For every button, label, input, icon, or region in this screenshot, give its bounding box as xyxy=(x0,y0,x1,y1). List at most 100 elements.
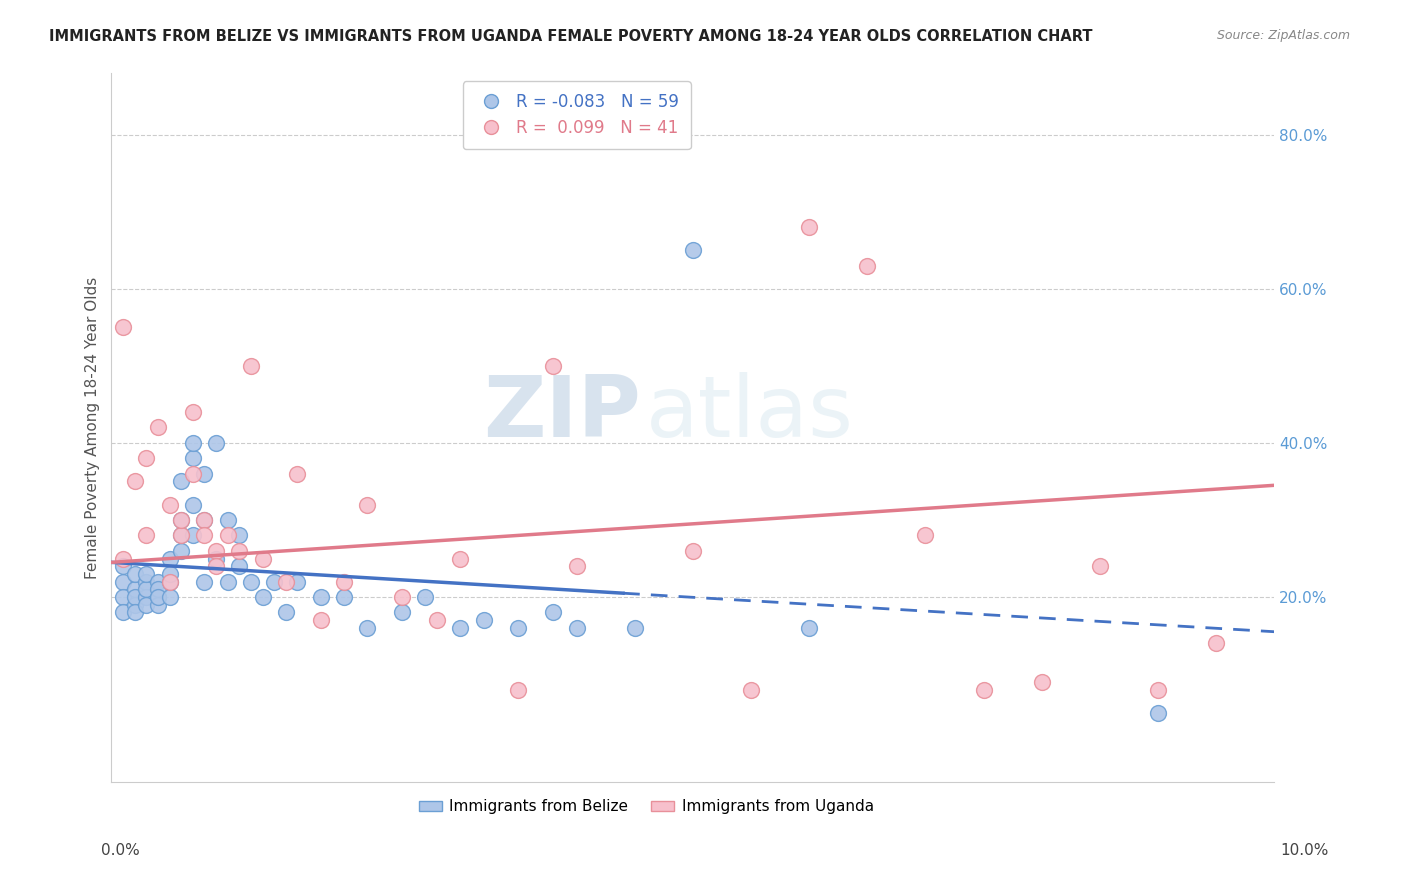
Point xyxy=(449,551,471,566)
Point xyxy=(112,606,135,620)
Text: Source: ZipAtlas.com: Source: ZipAtlas.com xyxy=(1216,29,1350,42)
Legend: Immigrants from Belize, Immigrants from Uganda: Immigrants from Belize, Immigrants from … xyxy=(413,793,880,821)
Point xyxy=(135,528,157,542)
Point xyxy=(193,467,215,481)
Point xyxy=(252,590,274,604)
Point xyxy=(146,590,169,604)
Point xyxy=(356,621,378,635)
Point xyxy=(146,598,169,612)
Point xyxy=(914,528,936,542)
Point xyxy=(1147,682,1170,697)
Point xyxy=(1147,706,1170,720)
Point xyxy=(181,498,204,512)
Point xyxy=(565,621,588,635)
Point xyxy=(217,513,239,527)
Point xyxy=(239,359,262,373)
Point xyxy=(193,574,215,589)
Point xyxy=(274,606,297,620)
Point xyxy=(112,574,135,589)
Point xyxy=(181,436,204,450)
Point xyxy=(170,543,193,558)
Point xyxy=(124,590,146,604)
Point xyxy=(159,590,181,604)
Point xyxy=(217,528,239,542)
Point xyxy=(124,582,146,597)
Point xyxy=(159,574,181,589)
Point xyxy=(973,682,995,697)
Point xyxy=(170,513,193,527)
Point xyxy=(193,528,215,542)
Point xyxy=(193,513,215,527)
Point xyxy=(682,543,704,558)
Point xyxy=(472,613,495,627)
Text: 10.0%: 10.0% xyxy=(1281,843,1329,857)
Point xyxy=(205,543,228,558)
Point xyxy=(508,621,530,635)
Point xyxy=(415,590,437,604)
Point xyxy=(135,574,157,589)
Point xyxy=(112,590,135,604)
Point xyxy=(170,528,193,542)
Point xyxy=(1031,674,1053,689)
Point xyxy=(205,436,228,450)
Point xyxy=(124,475,146,489)
Point xyxy=(135,566,157,581)
Point xyxy=(146,420,169,434)
Point xyxy=(135,590,157,604)
Point xyxy=(391,590,413,604)
Point xyxy=(228,559,250,574)
Point xyxy=(112,551,135,566)
Point xyxy=(135,451,157,466)
Point xyxy=(112,559,135,574)
Point xyxy=(356,498,378,512)
Point xyxy=(391,606,413,620)
Point xyxy=(170,513,193,527)
Point xyxy=(181,528,204,542)
Point xyxy=(623,621,645,635)
Point xyxy=(159,498,181,512)
Point xyxy=(309,590,332,604)
Point xyxy=(124,566,146,581)
Text: ZIP: ZIP xyxy=(482,372,641,455)
Point xyxy=(543,359,565,373)
Point xyxy=(274,574,297,589)
Point xyxy=(333,590,356,604)
Point xyxy=(252,551,274,566)
Point xyxy=(159,566,181,581)
Point xyxy=(146,582,169,597)
Point xyxy=(426,613,449,627)
Point xyxy=(449,621,471,635)
Point xyxy=(146,574,169,589)
Point xyxy=(856,259,879,273)
Point xyxy=(287,574,309,589)
Point xyxy=(193,513,215,527)
Point xyxy=(159,574,181,589)
Point xyxy=(181,405,204,419)
Point xyxy=(124,598,146,612)
Point xyxy=(146,590,169,604)
Point xyxy=(287,467,309,481)
Point xyxy=(263,574,285,589)
Point xyxy=(112,320,135,334)
Point xyxy=(205,551,228,566)
Y-axis label: Female Poverty Among 18-24 Year Olds: Female Poverty Among 18-24 Year Olds xyxy=(86,277,100,579)
Point xyxy=(170,528,193,542)
Point xyxy=(799,621,821,635)
Point xyxy=(1205,636,1227,650)
Point xyxy=(170,475,193,489)
Point xyxy=(309,613,332,627)
Point xyxy=(228,543,250,558)
Point xyxy=(682,244,704,258)
Point xyxy=(333,574,356,589)
Point xyxy=(239,574,262,589)
Point xyxy=(181,451,204,466)
Point xyxy=(740,682,762,697)
Point xyxy=(217,574,239,589)
Point xyxy=(1088,559,1111,574)
Point xyxy=(799,220,821,235)
Text: 0.0%: 0.0% xyxy=(101,843,141,857)
Text: IMMIGRANTS FROM BELIZE VS IMMIGRANTS FROM UGANDA FEMALE POVERTY AMONG 18-24 YEAR: IMMIGRANTS FROM BELIZE VS IMMIGRANTS FRO… xyxy=(49,29,1092,44)
Point xyxy=(508,682,530,697)
Point xyxy=(228,528,250,542)
Point xyxy=(205,559,228,574)
